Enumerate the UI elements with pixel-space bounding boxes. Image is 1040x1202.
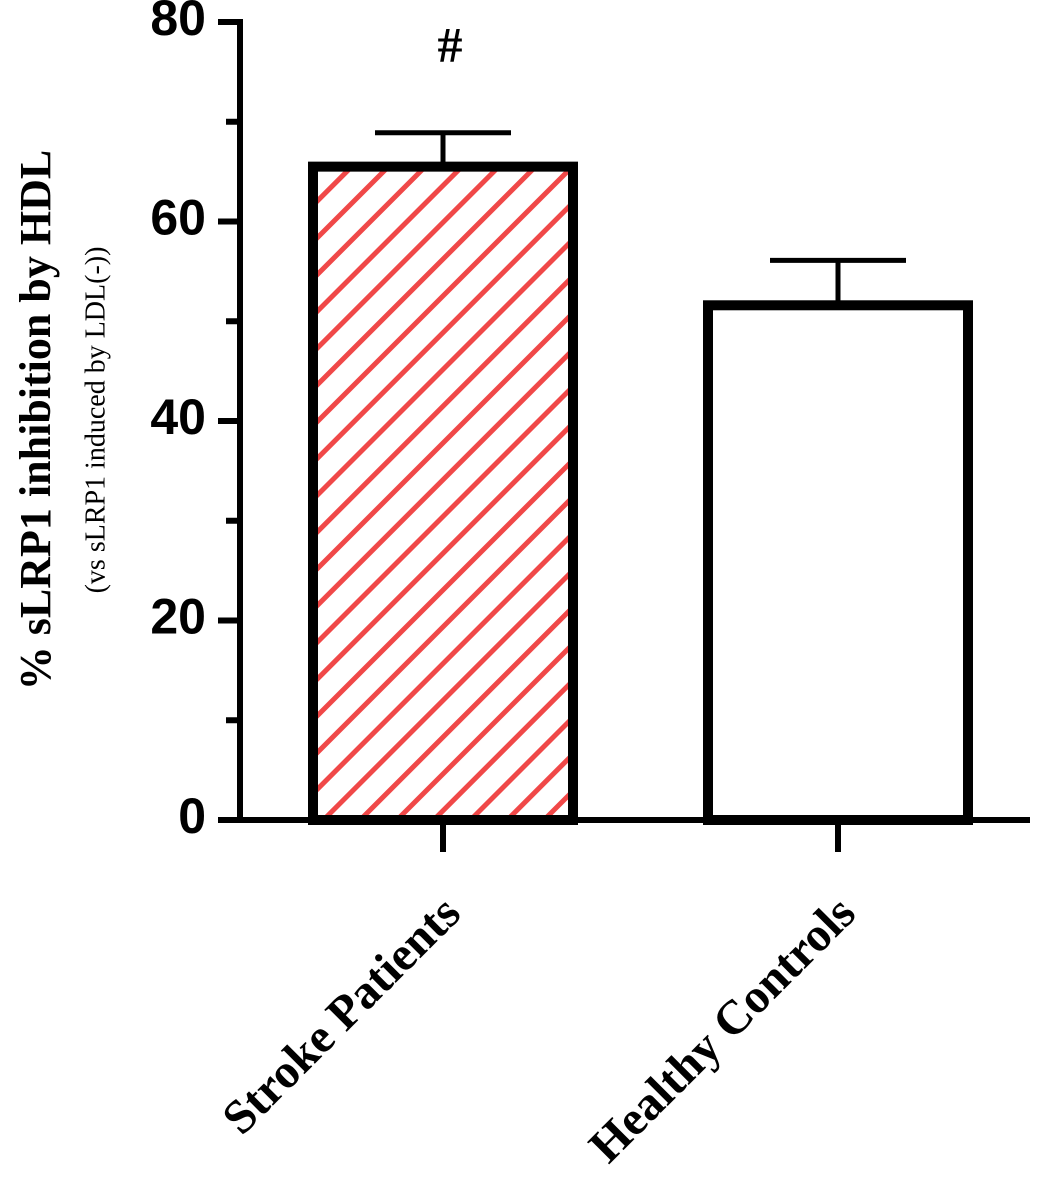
y-tick-label: 20 [150,589,206,645]
y-tick-label: 80 [150,0,206,46]
bar [703,300,973,826]
y-tick-label: 60 [150,190,206,246]
annotation: # [438,16,463,72]
x-tick-label: Healthy Controls [579,886,866,1173]
bar [308,161,578,825]
x-tick-label: Stroke Patients [212,886,470,1144]
y-tick-label: 0 [178,788,206,844]
y-axis-label: % sLRP1 inhibition by HDL [11,150,60,690]
y-tick-label: 40 [150,389,206,445]
y-axis-sublabel: (vs sLRP1 induced by LDL(-)) [80,247,111,594]
